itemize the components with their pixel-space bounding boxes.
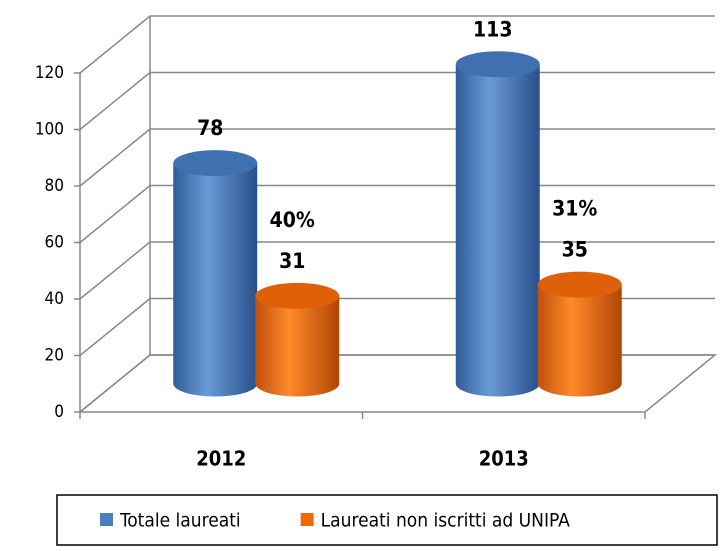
x-tick-label: 2013 [479,447,529,471]
value-label: 31 [279,249,305,273]
y-tick-label: 0 [54,402,64,422]
bar-top [173,150,258,177]
legend-label: Laureati non iscritti ad UNIPA [321,510,570,532]
bar-top [537,271,622,298]
legend-label: Totale laureati [119,510,241,532]
value-label: 78 [197,116,223,140]
bar-top [255,282,340,309]
annotation: 40% [270,208,315,232]
x-tick-label: 2012 [196,447,246,471]
annotation: 31% [552,197,597,221]
bar [537,284,622,397]
legend-swatch [100,513,113,526]
y-tick-label: 20 [45,346,64,366]
bar [455,64,540,397]
y-tick-label: 60 [45,233,64,253]
bar [255,295,340,397]
bar-top [455,51,540,78]
y-tick-label: 80 [45,176,64,196]
grid-line [79,71,715,131]
legend-swatch [300,513,314,526]
y-tick-label: 120 [35,63,64,83]
legend-box [56,494,718,546]
y-tick-label: 100 [35,120,64,140]
value-label: 35 [562,238,588,262]
grid-line [79,15,715,74]
bar [173,163,258,397]
y-tick-label: 40 [45,289,64,309]
value-label: 113 [473,17,512,41]
